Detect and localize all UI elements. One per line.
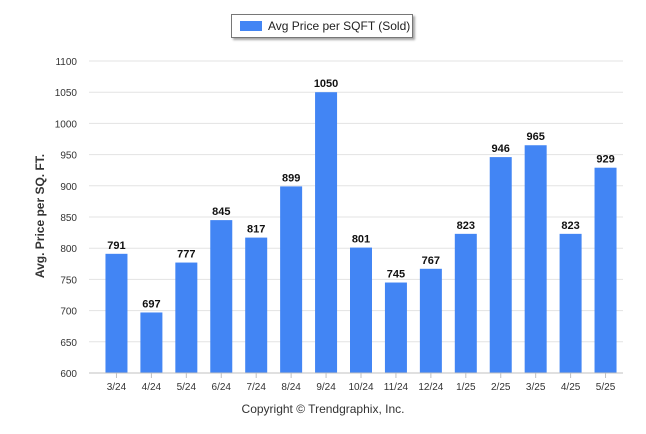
bar-value-labels: 791 697 777 845 817 899 1050 801 745 767 823 946 965…: [107, 78, 614, 310]
y-axis-title: Avg. Price per SQ. FT.: [33, 154, 47, 278]
bar: [384, 282, 407, 373]
bar: [559, 233, 582, 373]
bar: [350, 247, 372, 373]
bar-value-label: 801: [352, 234, 370, 246]
y-tick-label: 700: [60, 307, 77, 318]
y-tick-labels: 600 650 700 750 800 850 900 950 1000 1050 1100: [55, 57, 78, 380]
bar-value-label: 767: [422, 255, 440, 267]
y-tick-label: 750: [60, 275, 77, 286]
bar: [489, 157, 512, 373]
y-tick-label: 1050: [55, 88, 78, 99]
legend-swatch: [240, 21, 262, 31]
bar-value-label: 817: [247, 224, 265, 236]
y-tick-label: 600: [60, 369, 77, 380]
bar: [524, 145, 547, 373]
y-tick-label: 900: [60, 182, 77, 193]
x-tick-label: 5/25: [596, 382, 616, 393]
bar-value-label: 929: [596, 154, 614, 166]
bar-value-label: 777: [177, 249, 195, 261]
bar: [140, 312, 163, 373]
bar: [419, 268, 442, 373]
copyright-text: Copyright © Trendgraphix, Inc.: [241, 402, 405, 416]
x-tick-label: 6/24: [212, 382, 232, 393]
bar-value-label: 823: [561, 220, 579, 232]
bar-value-label: 697: [142, 298, 160, 310]
bar: [454, 233, 477, 373]
x-tick-label: 7/24: [246, 382, 266, 393]
bar: [594, 167, 617, 373]
bars: [105, 92, 617, 373]
y-tick-label: 650: [60, 338, 77, 349]
x-tick-label: 10/24: [348, 382, 373, 393]
bar: [175, 262, 198, 373]
bar: [280, 186, 303, 373]
legend-label: Avg Price per SQFT (Sold): [268, 19, 411, 33]
x-tick-labels: 3/24 4/24 5/24 6/24 7/24 8/24 9/24 10/24 11/24 12…: [107, 373, 616, 393]
bar: [210, 220, 233, 373]
x-tick-label: 2/25: [491, 382, 511, 393]
y-tick-label: 950: [60, 151, 77, 162]
x-tick-label: 11/24: [384, 382, 409, 393]
x-tick-label: 5/24: [177, 382, 197, 393]
y-tick-label: 800: [60, 244, 77, 255]
x-tick-label: 1/25: [456, 382, 476, 393]
x-tick-label: 3/24: [107, 382, 127, 393]
bar-value-label: 791: [107, 240, 125, 252]
bar-value-label: 946: [492, 143, 510, 155]
x-tick-label: 4/24: [142, 382, 162, 393]
bar-value-label: 1050: [314, 78, 338, 90]
bar-value-label: 899: [282, 172, 300, 184]
x-tick-label: 12/24: [418, 382, 443, 393]
bar-value-label: 965: [526, 131, 544, 143]
x-tick-label: 9/24: [316, 382, 336, 393]
bar-value-label: 845: [212, 206, 230, 218]
y-tick-label: 1100: [55, 57, 77, 68]
legend: Avg Price per SQFT (Sold): [231, 14, 413, 38]
x-tick-label: 4/25: [561, 382, 581, 393]
y-tick-label: 1000: [55, 119, 78, 130]
x-tick-label: 3/25: [526, 382, 546, 393]
bar-value-label: 745: [387, 269, 405, 281]
x-tick-label: 8/24: [281, 382, 301, 393]
y-tick-label: 850: [60, 213, 77, 224]
bar: [105, 253, 128, 373]
bar: [245, 237, 268, 373]
bar-value-label: 823: [457, 220, 475, 232]
bar: [315, 92, 338, 373]
